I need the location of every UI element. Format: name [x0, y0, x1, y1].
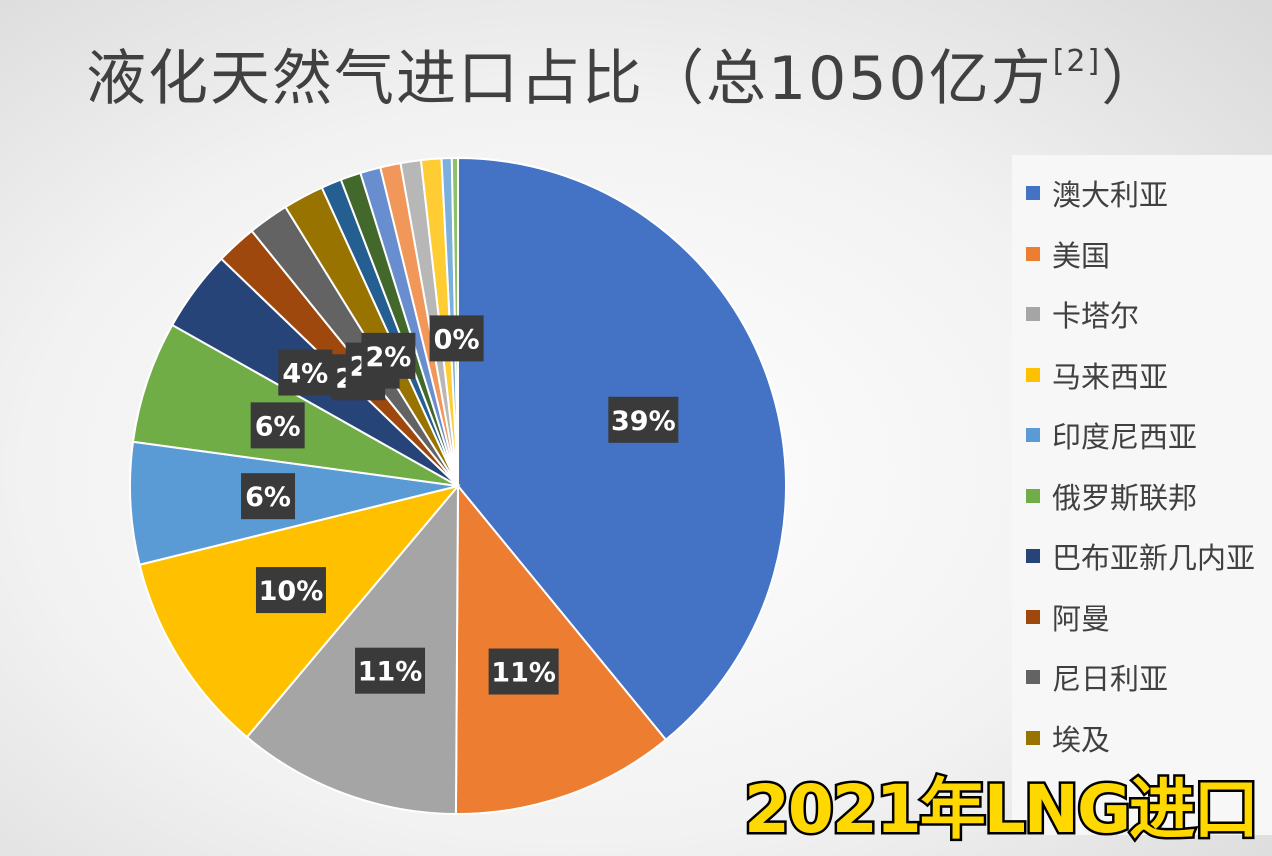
legend-label: 卡塔尔	[1052, 299, 1140, 334]
slice-data-label: 10%	[255, 567, 326, 614]
pie-slice	[454, 483, 668, 815]
legend-swatch	[1026, 488, 1040, 503]
legend-swatch	[1026, 730, 1040, 745]
data-label-text: 11%	[491, 658, 556, 689]
legend-swatch	[1026, 246, 1040, 261]
chart-title-main: 液化天然气进口占比（总1050亿方	[86, 44, 1053, 114]
data-label-box	[255, 567, 326, 614]
chart-legend: 澳大利亚美国卡塔尔马来西亚印度尼西亚俄罗斯联邦巴布亚新几内亚 阿曼尼日利亚埃及	[1012, 155, 1272, 835]
legend-label: 马来西亚	[1052, 359, 1169, 394]
slice-data-label: 11%	[488, 648, 559, 695]
chart-title: 液化天然气进口占比（总1050亿方[2]）	[86, 30, 1163, 117]
data-label-box	[250, 402, 305, 449]
legend-item: 卡塔尔	[1026, 284, 1272, 345]
legend-swatch	[1026, 186, 1040, 201]
banner-caption: 2021年LNG进口	[741, 769, 1261, 851]
legend-label: 阿曼	[1052, 601, 1111, 636]
slice-data-label: 2%	[361, 332, 416, 379]
legend-item: 埃及	[1026, 708, 1272, 769]
legend-label: 美国	[1052, 238, 1111, 273]
slice-data-label: 6%	[250, 402, 305, 449]
pie-chart: 39%11%11%10%6%6%4%2%2%2%0%	[129, 156, 787, 815]
legend-item: 美国	[1026, 224, 1272, 285]
legend-item: 印度尼西亚	[1026, 405, 1272, 466]
data-label-text: 11%	[358, 657, 423, 688]
legend-label: 印度尼西亚	[1052, 420, 1198, 455]
slice-data-label: 4%	[278, 349, 333, 396]
chart-title-ref: [2]	[1052, 44, 1102, 79]
slice-data-label: 6%	[241, 473, 296, 520]
data-label-box	[361, 332, 416, 379]
legend-label: 埃及	[1052, 722, 1111, 757]
legend-swatch	[1026, 367, 1040, 382]
legend-item: 尼日利亚	[1026, 647, 1272, 708]
data-label-text: 39%	[611, 406, 676, 437]
legend-item: 马来西亚	[1026, 345, 1272, 406]
data-label-box	[278, 349, 333, 396]
legend-item: 巴布亚新几内亚	[1026, 526, 1272, 587]
data-label-box	[488, 648, 559, 695]
legend-item: 阿曼	[1026, 587, 1272, 648]
data-label-text: 4%	[282, 359, 328, 390]
data-label-text: 10%	[259, 576, 324, 607]
slice-data-label: 0%	[429, 315, 484, 362]
data-label-box	[608, 396, 679, 443]
pie-slice	[457, 156, 787, 742]
legend-swatch	[1026, 609, 1040, 624]
legend-label: 俄罗斯联邦	[1052, 480, 1198, 515]
legend-label: 尼日利亚	[1052, 662, 1169, 697]
legend-item: 俄罗斯联邦	[1026, 466, 1272, 527]
legend-swatch	[1026, 549, 1040, 564]
data-label-text: 2%	[365, 342, 411, 373]
pie-slice	[245, 483, 460, 815]
legend-label: 澳大利亚	[1052, 178, 1169, 213]
data-label-box	[429, 315, 484, 362]
legend-item: 澳大利亚	[1026, 163, 1272, 224]
legend-label: 巴布亚新几内亚	[1052, 541, 1256, 576]
legend-swatch	[1026, 307, 1040, 322]
data-label-text: 6%	[255, 411, 301, 442]
slice-data-label: 11%	[355, 647, 426, 694]
data-label-text: 6%	[245, 482, 291, 513]
data-label-text: 0%	[434, 324, 480, 355]
data-label-box	[241, 473, 296, 520]
legend-swatch	[1026, 670, 1040, 685]
data-label-box	[355, 647, 426, 694]
legend-swatch	[1026, 428, 1040, 443]
slice-data-label: 39%	[608, 396, 679, 443]
chart-title-close: ）	[1101, 44, 1164, 114]
